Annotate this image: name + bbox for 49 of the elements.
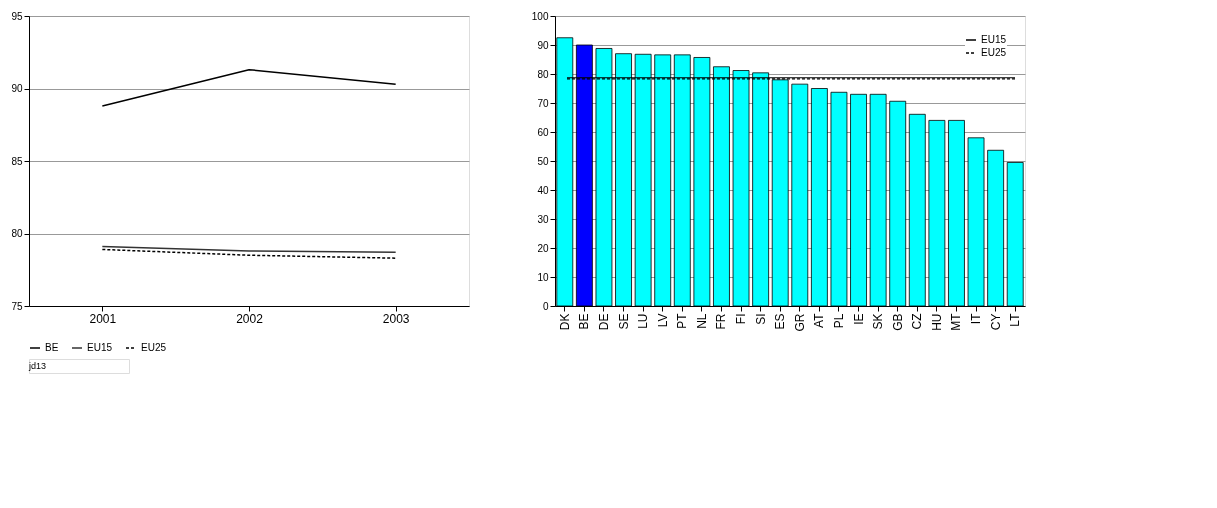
y-tick-label: 85 [11, 155, 23, 167]
x-tick-label: DE [596, 313, 611, 331]
x-tick-label: SI [753, 313, 768, 325]
y-tick-label: 0 [542, 300, 549, 312]
x-tick-label: IE [851, 313, 866, 325]
y-tick-label: 50 [537, 155, 549, 167]
legend-label: EU15 [981, 34, 1007, 45]
x-tick-label: FR [714, 313, 729, 330]
x-tick-label: LT [1008, 312, 1023, 327]
y-tick-label: 90 [11, 83, 23, 94]
y-tick-label: 30 [537, 213, 549, 225]
y-tick-label: 80 [537, 68, 549, 80]
x-tick-label: ES [773, 313, 788, 330]
x-tick-label: 2002 [236, 311, 264, 326]
x-tick-label: CY [988, 313, 1003, 331]
y-tick-label: 75 [11, 300, 23, 312]
x-tick-label: FI [734, 313, 749, 325]
x-tick-label: MT [949, 312, 964, 331]
x-tick-label: CZ [910, 313, 925, 330]
legend-label: EU15 [87, 342, 113, 353]
legend-label: BE [45, 342, 59, 353]
x-tick-label: PL [831, 313, 846, 329]
x-tick-label: 2003 [382, 311, 410, 326]
x-tick-label: LV [655, 313, 670, 328]
x-tick-label: GR [792, 313, 807, 332]
x-tick-label: PT [675, 312, 690, 329]
x-tick-label: 2001 [89, 311, 117, 326]
legend-label: EU25 [981, 47, 1007, 58]
x-tick-label: LU [636, 313, 651, 329]
x-tick-label: AT [812, 312, 827, 328]
x-tick-label: IT [969, 312, 984, 325]
x-tick-label: GB [890, 313, 905, 331]
x-tick-label: HU [929, 313, 944, 331]
y-tick-label: 95 [11, 10, 23, 22]
y-tick-label: 20 [537, 242, 549, 254]
x-tick-label: BE [577, 313, 592, 330]
y-tick-label: 100 [531, 10, 549, 22]
y-tick-label: 70 [537, 97, 549, 109]
y-tick-label: 80 [11, 228, 23, 239]
x-tick-label: NL [694, 313, 709, 329]
x-tick-label: SE [616, 313, 631, 330]
legend-label: EU25 [141, 342, 167, 353]
y-tick-label: 40 [537, 184, 549, 196]
x-tick-label: DK [557, 313, 572, 331]
text: jd13 [28, 361, 47, 371]
x-tick-label: SK [871, 313, 886, 330]
y-tick-label: 90 [537, 39, 549, 51]
y-tick-label: 60 [537, 126, 549, 138]
y-tick-label: 10 [537, 271, 549, 283]
